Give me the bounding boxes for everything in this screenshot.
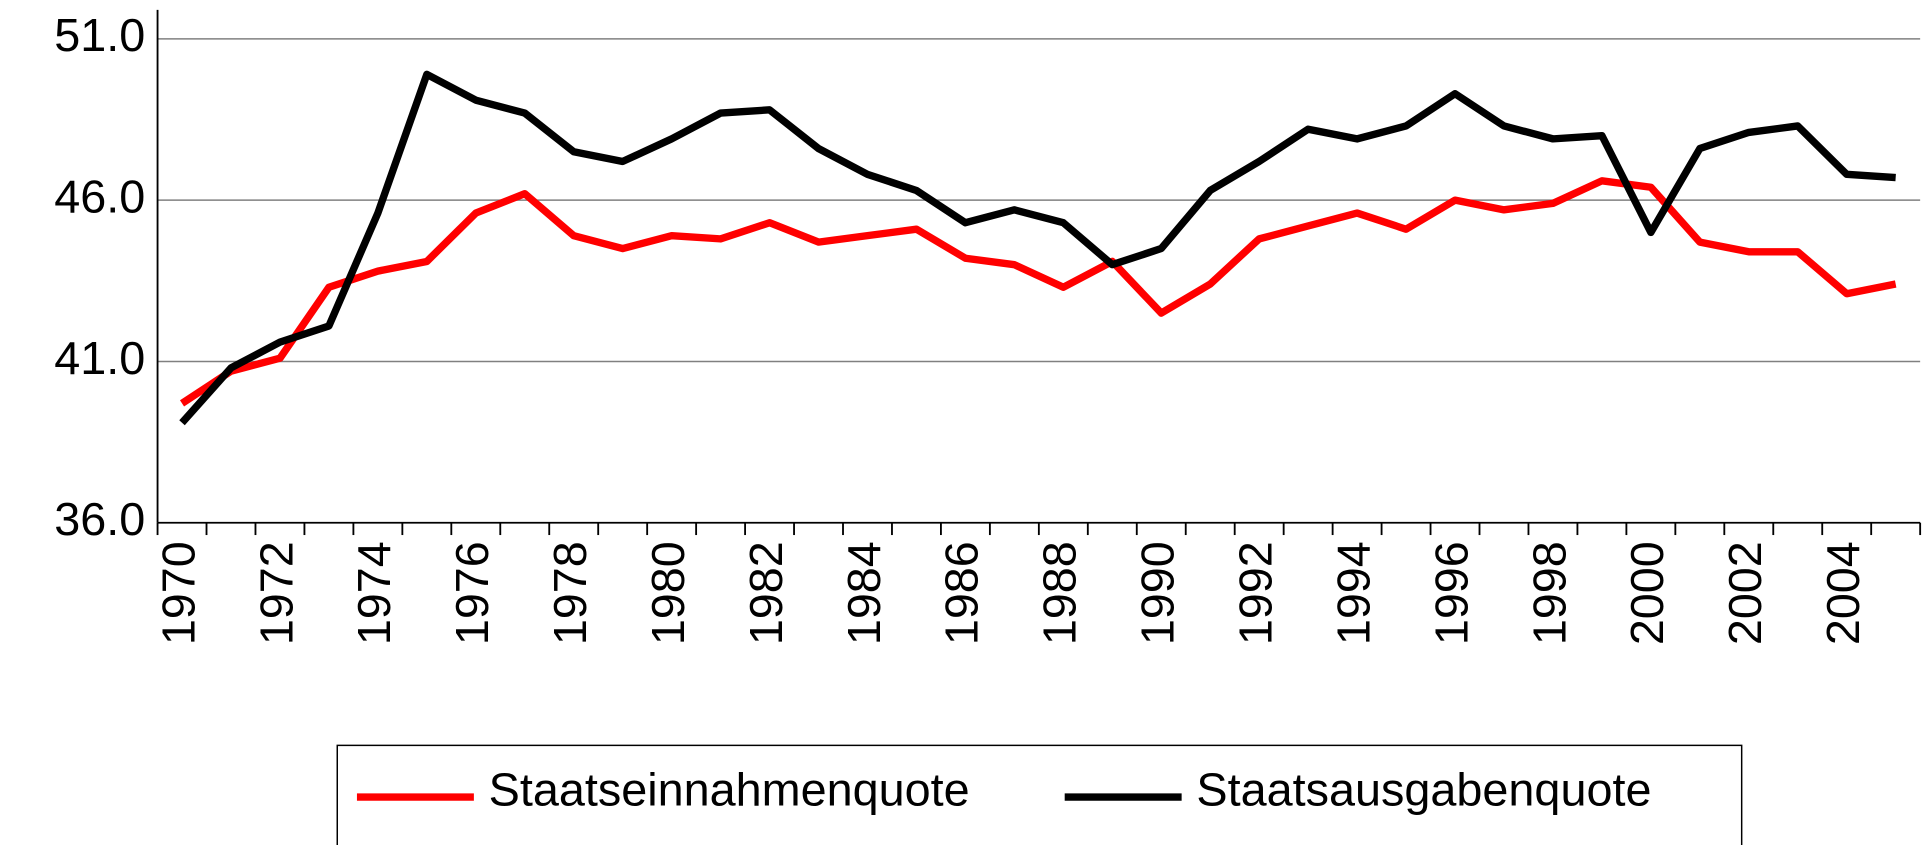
x-tick-label: 1978 <box>544 541 596 645</box>
x-tick-label: 2004 <box>1817 541 1869 645</box>
x-tick-label: 1994 <box>1327 541 1379 645</box>
x-tick-label: 1984 <box>838 541 890 645</box>
x-tick-label: 1982 <box>740 541 792 645</box>
x-tick-label: 1998 <box>1523 541 1575 645</box>
x-tick-label: 1986 <box>936 541 988 645</box>
x-tick-label: 2000 <box>1621 541 1673 645</box>
legend-label: Staatsausgabenquote <box>1196 764 1651 816</box>
y-tick-label: 51.0 <box>54 9 145 61</box>
legend-label: Staatseinnahmenquote <box>489 764 970 816</box>
x-tick-label: 1976 <box>446 541 498 645</box>
x-tick-label: 1992 <box>1230 541 1282 645</box>
x-tick-label: 1990 <box>1132 541 1184 645</box>
x-tick-label: 1988 <box>1034 541 1086 645</box>
series-line <box>179 177 1897 407</box>
x-tick-label: 1996 <box>1425 541 1477 645</box>
x-tick-label: 1972 <box>250 541 302 645</box>
x-tick-label: 1974 <box>348 541 400 645</box>
x-tick-label: 1980 <box>642 541 694 645</box>
y-tick-label: 36.0 <box>54 493 145 545</box>
y-tick-label: 41.0 <box>54 332 145 384</box>
x-tick-label: 1970 <box>152 541 204 645</box>
x-tick-label: 2002 <box>1719 541 1771 645</box>
series-line <box>179 70 1896 426</box>
legend-box <box>336 744 1743 845</box>
y-tick-label: 46.0 <box>54 171 145 223</box>
